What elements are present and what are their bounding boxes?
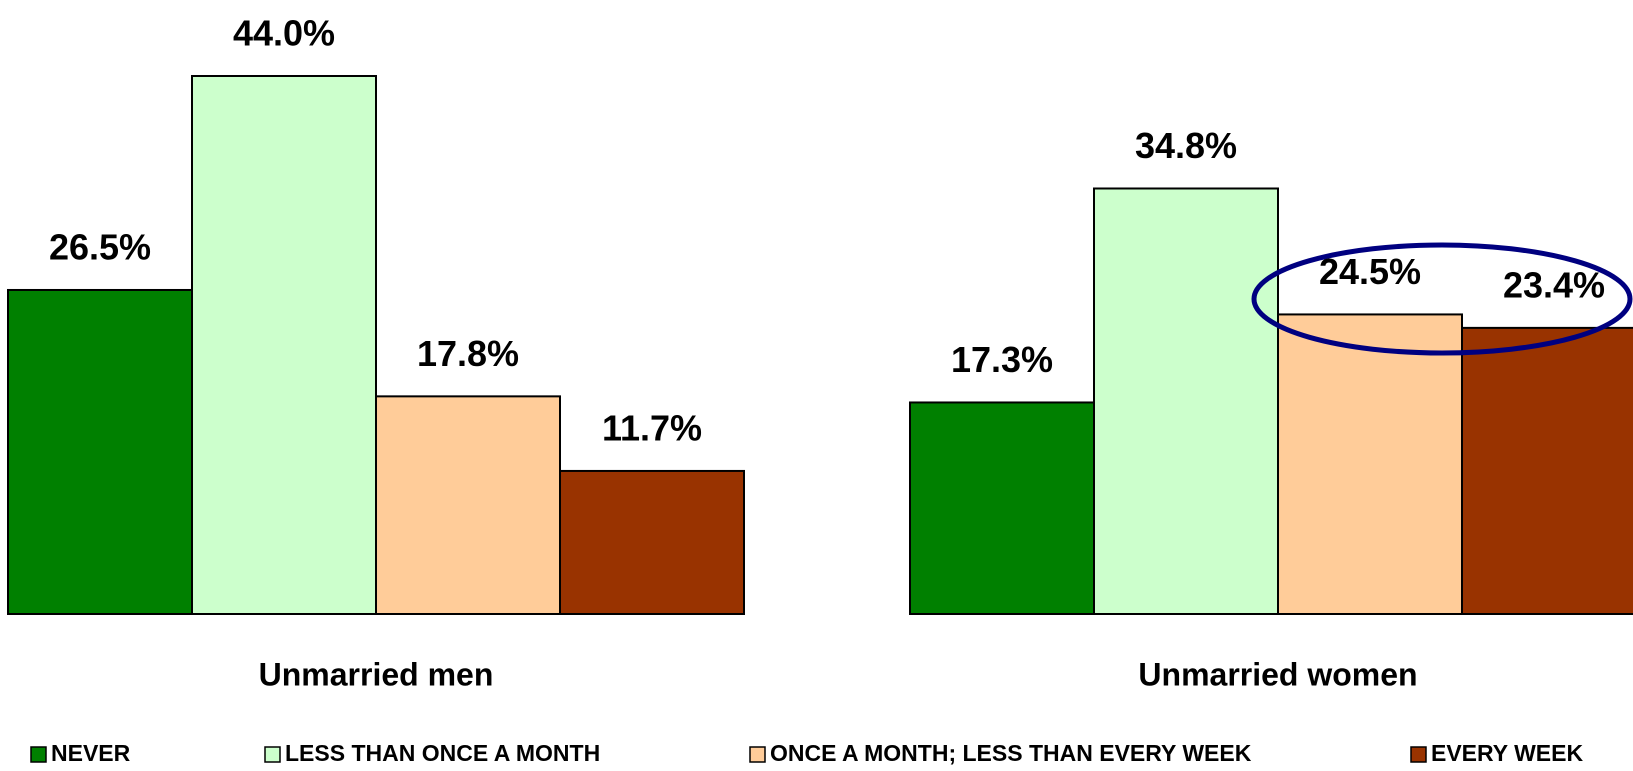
bar [1277,313,1463,615]
category-label: Unmarried men [259,656,494,692]
bar [559,469,745,616]
value-label: 44.0% [233,13,335,54]
bar [375,395,561,616]
bar [909,401,1095,615]
legend-swatch [1410,746,1427,763]
legend-label: LESS THAN ONCE A MONTH [285,740,600,766]
bar [191,75,377,615]
plot [7,75,1633,616]
bar [1461,326,1633,615]
value-label: 17.3% [951,339,1053,380]
legend-label: ONCE A MONTH; LESS THAN EVERY WEEK [770,740,1252,766]
value-label: 34.8% [1135,125,1237,166]
legend-swatch [749,746,766,763]
bar [1093,187,1279,615]
value-label: 26.5% [49,226,151,267]
highlight-ellipse [1251,242,1633,356]
value-label: 23.4% [1503,264,1605,305]
legend-label: NEVER [51,740,131,766]
legend-swatch [30,746,47,763]
bar [7,288,193,615]
value-label: 17.8% [417,333,519,374]
legend-swatch [264,746,281,763]
category-label: Unmarried women [1138,656,1417,692]
value-label: 11.7% [602,407,702,448]
value-label: 24.5% [1319,251,1421,292]
legend-label: EVERY WEEK [1431,740,1583,766]
